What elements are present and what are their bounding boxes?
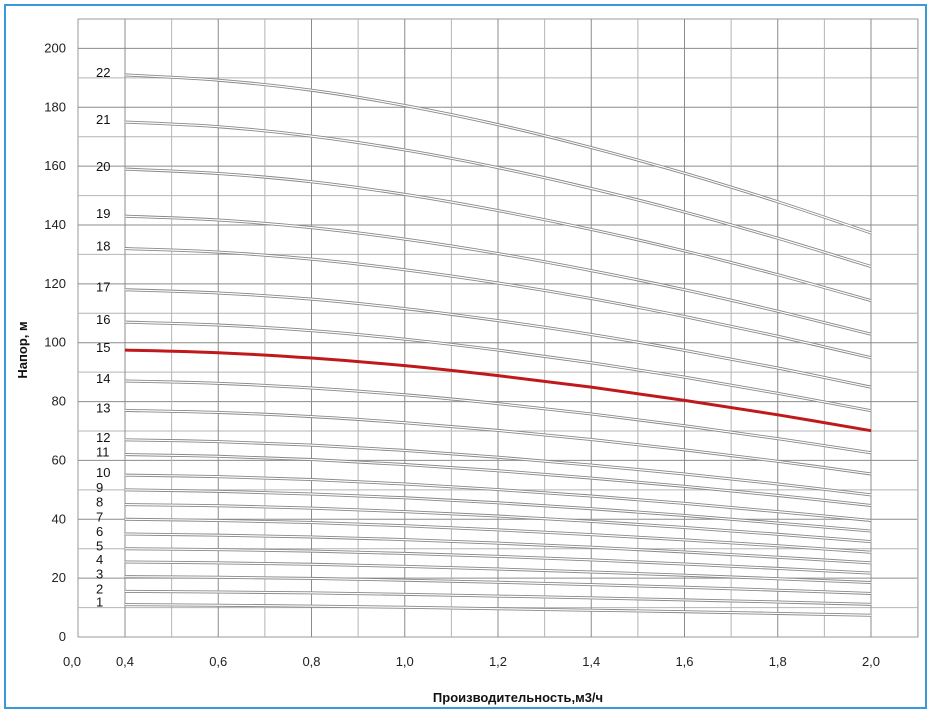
- curve-label-6: 6: [96, 524, 103, 539]
- curve-label-3: 3: [96, 567, 103, 582]
- curve-label-16: 16: [96, 312, 110, 327]
- x-tick-label: 1,4: [582, 654, 600, 669]
- curve-6: [124, 533, 872, 564]
- curve-11: [124, 453, 872, 507]
- x-tick-label: 0,4: [116, 654, 134, 669]
- curve-label-15: 15: [96, 340, 110, 355]
- y-tick-label: 100: [44, 335, 66, 350]
- curve-label-8: 8: [96, 495, 103, 510]
- curve-16: [124, 321, 872, 412]
- curve-label-14: 14: [96, 371, 110, 386]
- curve-label-19: 19: [96, 206, 110, 221]
- curve-label-21: 21: [96, 112, 110, 127]
- y-tick-label: 160: [44, 158, 66, 173]
- curve-15: [124, 348, 872, 433]
- curve-label-12: 12: [96, 430, 110, 445]
- curve-5: [124, 548, 872, 574]
- curve-label-20: 20: [96, 159, 110, 174]
- y-tick-label: 200: [44, 40, 66, 55]
- y-tick-label: 40: [52, 511, 66, 526]
- curve-19: [124, 215, 872, 335]
- curve-label-22: 22: [96, 65, 110, 80]
- curve-label-17: 17: [96, 280, 110, 295]
- x-tick-label: 1,8: [769, 654, 787, 669]
- curve-label-7: 7: [96, 509, 103, 524]
- curve-label-10: 10: [96, 465, 110, 480]
- curve-7: [124, 518, 872, 553]
- curve-label-18: 18: [96, 239, 110, 254]
- y-tick-label: 120: [44, 276, 66, 291]
- curve-label-5: 5: [96, 539, 103, 554]
- curve-12: [124, 439, 872, 496]
- curve-10: [124, 474, 872, 522]
- curve-label-2: 2: [96, 581, 103, 596]
- y-tick-label: 140: [44, 217, 66, 232]
- grid: [77, 18, 919, 638]
- curve-4: [124, 561, 872, 584]
- curve-3: [124, 576, 872, 595]
- x-tick-label: 0,6: [209, 654, 227, 669]
- x-tick-label: 0,8: [302, 654, 320, 669]
- y-tick-label: 0: [59, 629, 66, 644]
- y-tick-label: 20: [52, 570, 66, 585]
- curve-label-11: 11: [96, 445, 110, 460]
- curve-9: [124, 489, 872, 532]
- x-tick-label: 1,2: [489, 654, 507, 669]
- y-tick-label: 60: [52, 452, 66, 467]
- curve-21: [124, 121, 872, 268]
- curves: [124, 73, 872, 617]
- curve-1: [124, 604, 872, 616]
- curve-17: [124, 289, 872, 388]
- y-tick-label: 180: [44, 99, 66, 114]
- y-axis-label: Напор, м: [15, 321, 30, 378]
- curve-22: [124, 74, 872, 234]
- x-tick-label: 0,0: [63, 654, 81, 669]
- x-tick-label: 1,6: [675, 654, 693, 669]
- curve-label-4: 4: [96, 552, 103, 567]
- y-tick-label: 80: [52, 394, 66, 409]
- curve-8: [124, 503, 872, 543]
- curve-18: [124, 247, 872, 359]
- x-tick-label: 2,0: [862, 654, 880, 669]
- curve-2: [124, 590, 872, 605]
- curve-13: [124, 409, 872, 475]
- curve-label-9: 9: [96, 480, 103, 495]
- curve-14: [124, 380, 872, 454]
- curve-label-1: 1: [96, 595, 103, 610]
- x-axis-label: Производительность,м3/ч: [433, 690, 603, 705]
- curve-label-13: 13: [96, 400, 110, 415]
- x-tick-label: 1,0: [396, 654, 414, 669]
- curve-20: [124, 168, 872, 302]
